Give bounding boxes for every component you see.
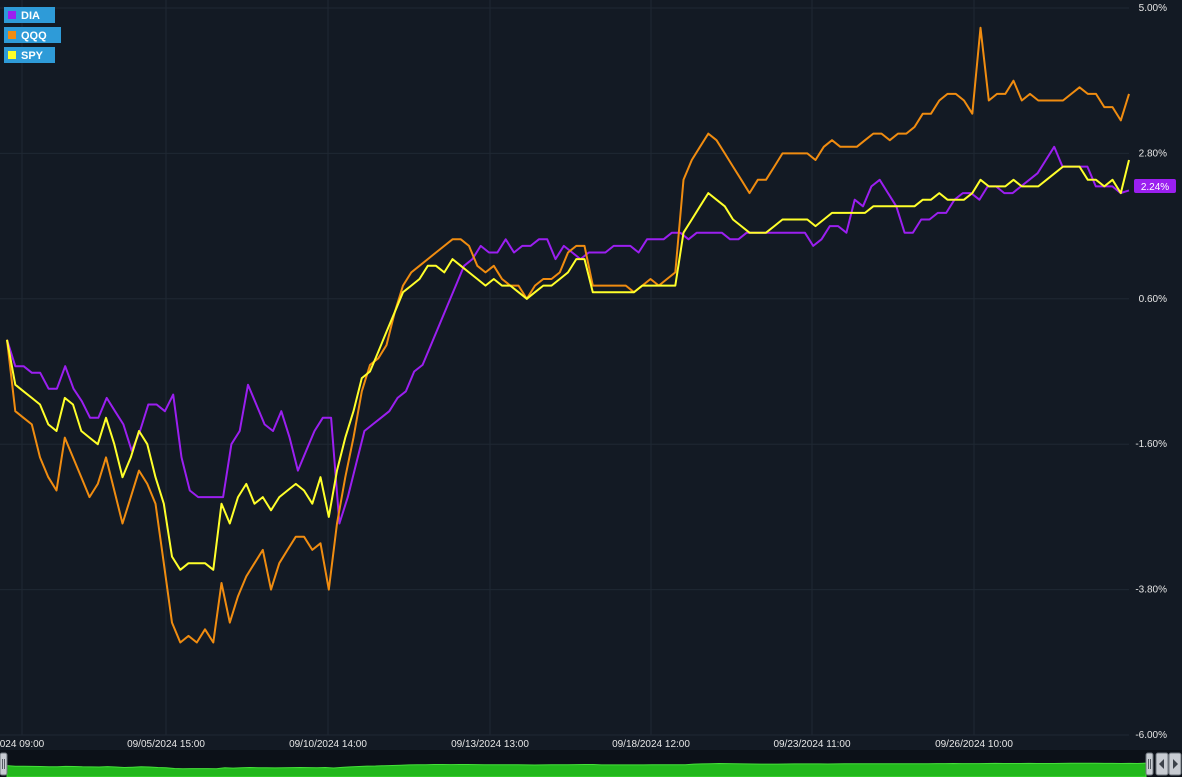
x-tick-label: 09/10/2024 14:00 <box>289 739 367 750</box>
arrow-right-icon <box>1173 759 1178 769</box>
legend-item-box <box>4 7 55 23</box>
x-tick-label: 09/23/2024 11:00 <box>773 739 851 750</box>
legend-swatch <box>8 51 16 59</box>
x-tick-label: 09/05/2024 15:00 <box>127 739 205 750</box>
series-lines[interactable] <box>6 26 1130 644</box>
last-value-badge: 2.24% <box>1134 179 1176 193</box>
legend-item-label: QQQ <box>21 30 47 42</box>
legend-swatch <box>8 31 16 39</box>
series-line-spy[interactable] <box>6 159 1130 571</box>
x-axis-ticks: 024 09:00 09/05/2024 15:00 09/10/2024 14:0… <box>0 739 1013 750</box>
series-line-qqq[interactable] <box>6 26 1130 644</box>
legend-item-label: SPY <box>21 50 44 62</box>
y-tick-label: 2.80% <box>1139 148 1167 159</box>
legend[interactable]: DIA QQQ SPY <box>4 7 61 63</box>
x-tick-label: 09/26/2024 10:00 <box>935 739 1013 750</box>
last-value-badge-box <box>1134 179 1176 193</box>
legend-swatch <box>8 11 16 19</box>
legend-item-box <box>4 47 55 63</box>
y-axis-ticks: 5.00% 2.80% 0.60% -1.60% -3.80% -6.00% <box>1135 3 1167 741</box>
navigator[interactable] <box>0 750 1182 777</box>
navigator-left-handle[interactable] <box>0 752 8 776</box>
y-tick-label: -6.00% <box>1135 730 1167 741</box>
y-tick-label: -1.60% <box>1135 439 1167 450</box>
legend-item-spy[interactable]: SPY <box>4 47 55 63</box>
legend-item-dia[interactable]: DIA <box>4 7 55 23</box>
navigator-right-handle[interactable] <box>1145 752 1154 776</box>
scroll-right-button[interactable] <box>1168 752 1182 776</box>
grid-lines <box>0 0 1129 736</box>
grip-handle-icon <box>2 759 5 769</box>
y-tick-label: -3.80% <box>1135 585 1167 596</box>
y-tick-label: 0.60% <box>1139 294 1167 305</box>
grip-handle-icon <box>1148 759 1151 769</box>
navigator-area <box>6 762 1147 777</box>
series-line-dia[interactable] <box>6 145 1130 525</box>
x-tick-label: 09/18/2024 12:00 <box>612 739 690 750</box>
x-tick-label: 024 09:00 <box>0 739 45 750</box>
x-tick-label: 09/13/2024 13:00 <box>451 739 529 750</box>
arrow-left-icon <box>1159 759 1164 769</box>
last-value-badge-label: 2.24% <box>1141 182 1169 193</box>
legend-item-qqq[interactable]: QQQ <box>4 27 61 43</box>
y-tick-label: 5.00% <box>1139 3 1167 14</box>
legend-item-box <box>4 27 61 43</box>
legend-item-label: DIA <box>21 10 40 22</box>
scroll-left-button[interactable] <box>1155 752 1169 776</box>
